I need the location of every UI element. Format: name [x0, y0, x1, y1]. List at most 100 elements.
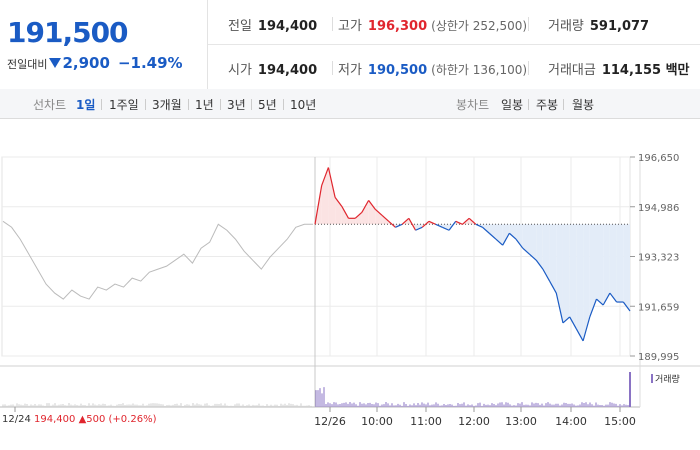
- lower-limit: (하한가 136,100): [431, 63, 528, 77]
- down-fill-segment: [609, 224, 617, 303]
- up-fill-segment: [375, 209, 383, 225]
- x-axis: 12/26 10:00 11:00 12:00 13:00 14:00 15:00: [14, 407, 636, 428]
- up-fill-segment: [348, 218, 356, 225]
- today-line-segment: [522, 247, 530, 255]
- open-label: 시가: [228, 63, 252, 78]
- down-fill-segment: [502, 224, 510, 246]
- volume-legend-swatch: [651, 374, 653, 383]
- tab-period-1y[interactable]: 1년: [195, 98, 214, 112]
- down-fill-segment: [442, 224, 450, 231]
- y-tick-label: 193,323: [638, 253, 679, 264]
- tab-candle-monthly[interactable]: 월봉: [572, 98, 595, 112]
- divider: [528, 61, 529, 75]
- x-tick-label: 12:00: [458, 415, 490, 428]
- prev-day-summary: 12/24 194,400 ▲500 (+0.26%): [2, 414, 156, 425]
- tab-period-5y[interactable]: 5년: [258, 98, 277, 112]
- tab-period-10y[interactable]: 10년: [290, 98, 317, 112]
- up-fill-segment: [328, 167, 336, 225]
- down-fill-segment: [589, 224, 597, 317]
- today-line-segment: [388, 220, 396, 228]
- up-fill-segment: [355, 212, 362, 225]
- today-line-segment: [435, 223, 443, 228]
- price-change: 전일대비 2,900 −1.49%: [7, 54, 183, 72]
- low-value: 190,500: [367, 63, 428, 78]
- divider: [332, 17, 333, 31]
- change-amount: 2,900: [62, 54, 110, 72]
- down-fill-segment: [415, 224, 423, 231]
- prev-day-pct: (+0.26%): [108, 414, 157, 425]
- y-tick-label: 196,650: [638, 153, 679, 164]
- trade-value-cell: 거래대금 114,155 백만: [548, 59, 690, 78]
- open-value: 194,400: [257, 63, 318, 78]
- today-line-segment: [468, 217, 477, 225]
- chart-tabs-bar: 선차트 1일 1주일 3개월 1년 3년 5년 10년 봉차트 일봉 주봉 월봉: [0, 89, 700, 119]
- divider: [332, 61, 333, 75]
- tab-period-3y[interactable]: 3년: [227, 98, 246, 112]
- current-price: 191,500: [7, 16, 129, 49]
- tab-period-1d[interactable]: 1일: [76, 98, 96, 112]
- y-tick-label: 189,995: [638, 352, 679, 363]
- today-line-segment: [334, 197, 343, 207]
- down-fill-segment: [509, 224, 517, 240]
- low-label: 저가: [338, 63, 362, 78]
- down-fill-segment: [489, 224, 496, 240]
- divider: [145, 99, 146, 110]
- down-fill-segment: [522, 224, 530, 255]
- down-fill-segment: [596, 224, 604, 306]
- up-fill-segment: [368, 200, 376, 225]
- chart-fills: [315, 167, 630, 341]
- today-line-segment: [502, 232, 510, 246]
- x-tick-label: 12/26: [314, 415, 346, 428]
- today-line-segment: [475, 223, 483, 228]
- today-line-segment: [535, 259, 544, 270]
- today-line-segment: [354, 211, 363, 219]
- trade-value-label: 거래대금: [548, 63, 596, 78]
- today-line-segment: [555, 292, 564, 324]
- divider: [188, 99, 189, 110]
- down-fill-segment: [623, 224, 630, 311]
- trade-value: 114,155 백만: [601, 63, 690, 78]
- divider: [283, 99, 284, 110]
- y-tick-label: 191,659: [638, 302, 679, 313]
- line-chart-label: 선차트: [33, 98, 67, 112]
- up-fill-segment: [361, 200, 369, 225]
- prev-day-change: ▲500: [78, 414, 106, 425]
- today-line-segment: [529, 253, 537, 261]
- prev-day-date: 12/24: [2, 414, 31, 425]
- x-tick-label: 10:00: [361, 415, 393, 428]
- high-label: 고가: [338, 19, 362, 34]
- current-price-box: 191,500 전일대비 2,900 −1.49%: [0, 0, 208, 89]
- today-line-segment: [462, 217, 470, 225]
- today-line-segment: [582, 316, 591, 342]
- today-line-segment: [314, 185, 323, 225]
- volume-value: 591,077: [589, 19, 650, 34]
- tab-candle-weekly[interactable]: 주봉: [536, 98, 559, 112]
- tab-candle-daily[interactable]: 일봉: [501, 98, 524, 112]
- divider: [101, 99, 102, 110]
- change-label: 전일대비: [7, 58, 48, 71]
- down-triangle-icon: [49, 58, 62, 68]
- divider: [251, 99, 252, 110]
- today-line-segment: [408, 218, 417, 231]
- divider: [208, 44, 700, 45]
- today-line-segment: [596, 298, 604, 306]
- today-line-segment: [482, 226, 490, 234]
- today-line-segment: [488, 232, 497, 240]
- divider: [528, 99, 529, 110]
- x-tick-label: 11:00: [410, 415, 442, 428]
- y-axis: 196,650 194,986 193,323 191,659 189,995: [630, 153, 679, 363]
- down-fill-segment: [569, 224, 577, 329]
- x-tick-label: 14:00: [555, 415, 587, 428]
- quote-panel: 191,500 전일대비 2,900 −1.49% 전일 194,400 고가 196,…: [0, 0, 700, 90]
- tab-period-3m[interactable]: 3개월: [152, 98, 182, 112]
- today-line-segment: [327, 167, 336, 198]
- prev-close-label: 전일: [228, 19, 252, 34]
- down-fill-segment: [536, 224, 543, 270]
- volume-legend: 거래량: [651, 372, 680, 385]
- tab-period-1w[interactable]: 1주일: [109, 98, 139, 112]
- down-fill-segment: [549, 224, 557, 294]
- today-line-segment: [381, 214, 390, 222]
- today-line-segment: [495, 238, 504, 246]
- down-fill-segment: [583, 224, 590, 341]
- chart-lines: [2, 167, 631, 342]
